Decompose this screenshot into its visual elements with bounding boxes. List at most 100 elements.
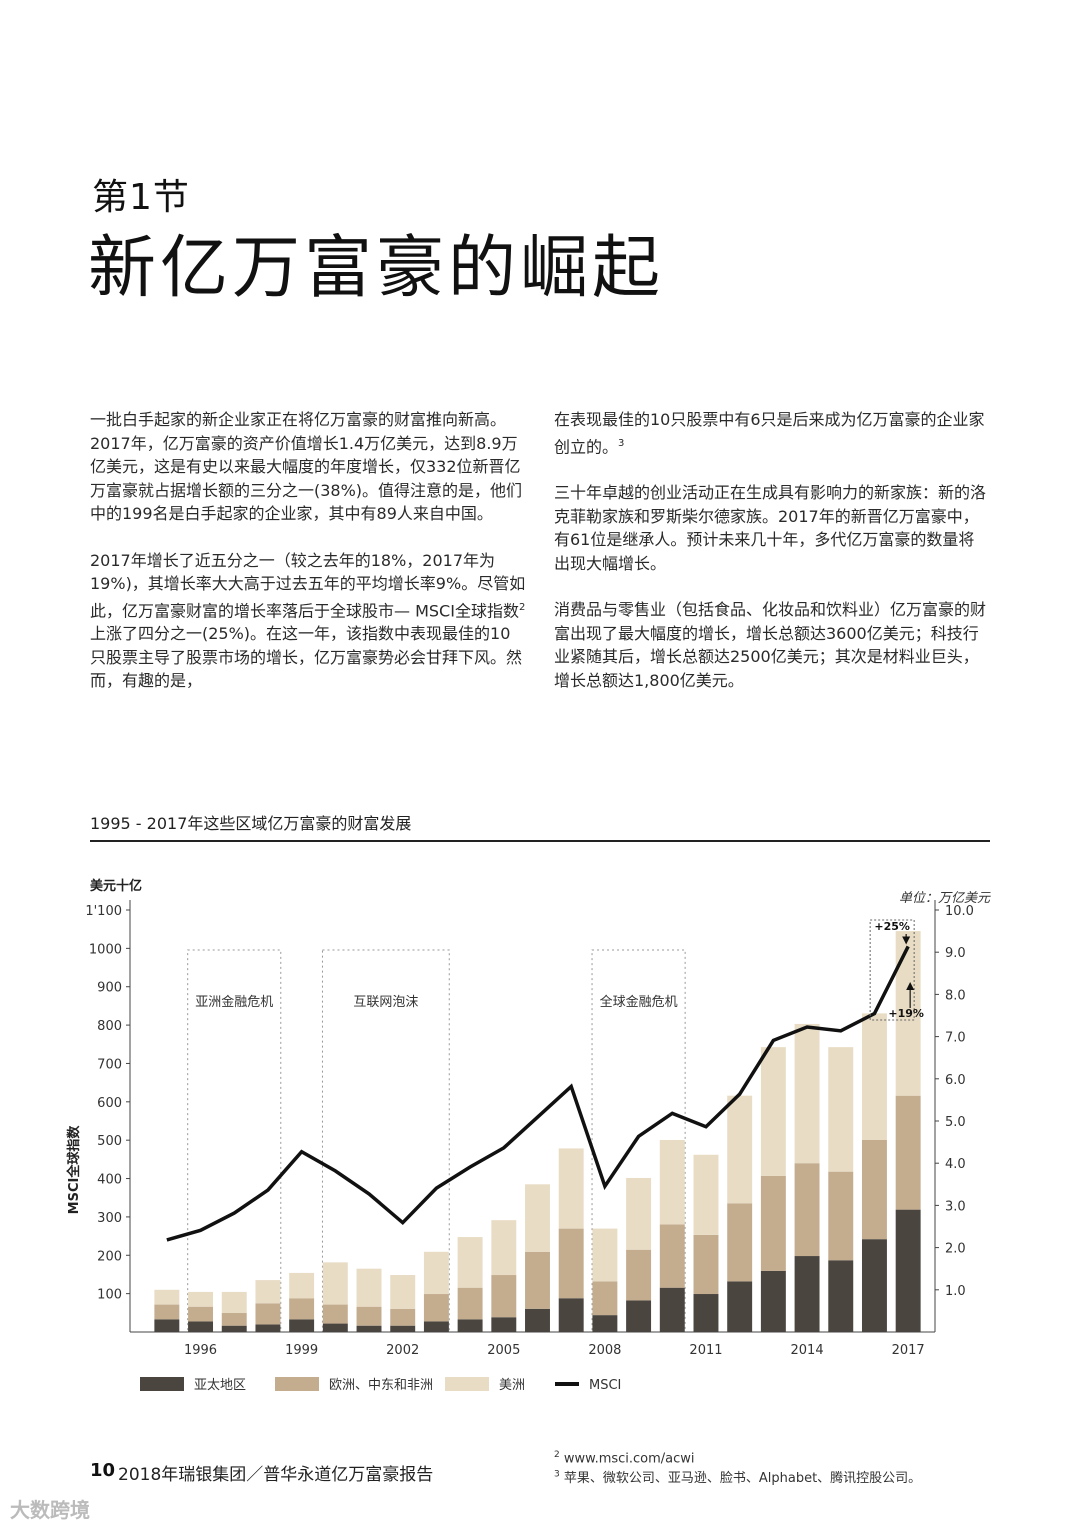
bar-segment	[525, 1308, 550, 1332]
left-tick-label: 100	[97, 1288, 122, 1303]
footnote-ref: 2	[518, 601, 526, 613]
legend-label: 亚太地区	[194, 1378, 246, 1393]
bar-segment	[390, 1275, 416, 1309]
x-tick-label: 2002	[386, 1343, 419, 1358]
paragraph-part: 2017年增长了近五分之一（较之去年的18%，2017年为19%)，其增长率大大…	[90, 550, 526, 620]
chart-divider	[90, 840, 990, 842]
right-tick-label: 3.0	[945, 1199, 966, 1214]
bar-segment	[491, 1220, 517, 1276]
bar-segment	[895, 931, 921, 1096]
bar-segment	[727, 1203, 753, 1282]
bar-segment	[221, 1291, 247, 1314]
right-tick-label: 10.0	[945, 904, 974, 919]
legend-label: 美洲	[499, 1378, 525, 1393]
bar-segment	[154, 1289, 180, 1305]
paragraph: 三十年卓越的创业活动正在生成具有影响力的新家族：新的洛克菲勒家族和罗斯柴尔德家族…	[554, 483, 987, 573]
bar-segment	[356, 1325, 382, 1332]
bar-segment	[659, 1224, 685, 1288]
bar-segment	[760, 1175, 786, 1271]
bar-segment	[693, 1234, 719, 1295]
left-tick-label: 1000	[89, 942, 122, 957]
right-tick-label: 7.0	[945, 1031, 966, 1046]
bar-segment	[423, 1251, 449, 1295]
bubble-label: 全球金融危机	[600, 994, 678, 1010]
footnote-text: 苹果、微软公司、亚马逊、脸书、Alphabet、腾讯控股公司。	[563, 1471, 922, 1486]
bar-segment	[289, 1272, 315, 1299]
bar-segment	[390, 1325, 416, 1332]
footnote-mark: 3	[554, 1469, 560, 1480]
bar-segment	[255, 1303, 281, 1325]
x-tick-label: 1996	[184, 1343, 217, 1358]
bar-segment	[423, 1321, 449, 1332]
bar-segment	[659, 1139, 685, 1225]
bar-segment	[794, 1163, 820, 1257]
bar-segment	[626, 1249, 652, 1301]
right-column: 在表现最佳的10只股票中有6只是后来成为亿万富豪的企业家创立的。3 三十年卓越的…	[554, 408, 990, 715]
left-tick-label: 400	[97, 1173, 122, 1188]
right-tick-label: 5.0	[945, 1115, 966, 1130]
right-tick-label: 2.0	[945, 1242, 966, 1257]
right-tick-label: 1.0	[945, 1284, 966, 1299]
bar-segment	[457, 1287, 483, 1320]
bar-segment	[727, 1095, 753, 1204]
x-tick-label: 2005	[487, 1343, 520, 1358]
bar-segment	[356, 1268, 382, 1307]
bar-segment	[828, 1171, 854, 1261]
section-label: 第1节	[92, 177, 190, 218]
legend-swatch	[445, 1377, 489, 1391]
bar-segment	[558, 1148, 584, 1229]
bar-segment	[861, 1139, 887, 1240]
bar-segment	[760, 1047, 786, 1176]
paragraph: 在表现最佳的10只股票中有6只是后来成为亿万富豪的企业家创立的。3	[554, 408, 990, 458]
legend-swatch	[275, 1377, 319, 1391]
bar-segment	[322, 1262, 348, 1305]
bar-segment	[861, 1239, 887, 1332]
chart-title: 1995 - 2017年这些区域亿万富豪的财富发展	[90, 814, 412, 833]
bar-segment	[693, 1294, 719, 1332]
bar-segment	[592, 1228, 618, 1282]
bar-segment	[457, 1319, 483, 1332]
bar-segment	[592, 1281, 618, 1316]
left-tick-label: 300	[97, 1211, 122, 1226]
legend-swatch	[555, 1382, 579, 1386]
bar-segment	[221, 1313, 247, 1326]
bar-segment	[558, 1228, 584, 1299]
bar-segment	[356, 1306, 382, 1326]
footnote-link[interactable]: www.msci.com/acwi	[563, 1451, 695, 1467]
right-tick-label: 4.0	[945, 1157, 966, 1172]
paragraph: 2017年增长了近五分之一（较之去年的18%，2017年为19%)，其增长率大大…	[90, 549, 526, 693]
bar-segment	[188, 1321, 214, 1332]
left-column: 一批白手起家的新企业家正在将亿万富豪的财富推向新高。2017年，亿万富豪的资产价…	[90, 408, 526, 716]
right-axis-title: 单位：万亿美元	[899, 890, 991, 906]
bar-segment	[794, 1256, 820, 1332]
wealth-chart: 美元十亿 单位：万亿美元 MSCI全球指数 亚洲金融危机 互联网泡沫 全球金融危机 …	[66, 878, 991, 1393]
left-tick-label: 800	[97, 1019, 122, 1034]
left-tick-label: 900	[97, 981, 122, 996]
bar-segment	[322, 1323, 348, 1332]
left-axis-label: MSCI全球指数	[66, 1125, 82, 1215]
legend-label: 欧洲、中东和非洲	[329, 1378, 433, 1393]
left-axis-title: 美元十亿	[90, 878, 142, 894]
bar-segment	[828, 1047, 854, 1172]
bar-segment	[188, 1291, 214, 1307]
bar-segment	[423, 1294, 449, 1322]
bar-segment	[659, 1287, 685, 1332]
bar-segment	[491, 1317, 517, 1332]
x-tick-label: 2017	[892, 1343, 925, 1358]
paragraph: 一批白手起家的新企业家正在将亿万富豪的财富推向新高。2017年，亿万富豪的资产价…	[90, 410, 523, 523]
bar-segment	[322, 1304, 348, 1324]
bar-segment	[255, 1280, 281, 1304]
watermark: 大数跨境	[10, 1498, 90, 1522]
msci-growth-label: +25%	[874, 920, 910, 933]
footnote-ref: 3	[618, 437, 625, 449]
bar-segment	[693, 1154, 719, 1235]
paragraph-part: 上涨了四分之一(25%)。在这一年，该指数中表现最佳的10只股票主导了股票市场的…	[90, 624, 523, 691]
bar-segment	[457, 1237, 483, 1288]
bar-segment	[895, 1209, 921, 1332]
footnote: 2 www.msci.com/acwi	[554, 1450, 695, 1466]
bar-segment	[289, 1298, 315, 1320]
bar-segment	[525, 1184, 550, 1252]
bar-segment	[626, 1177, 652, 1250]
x-tick-label: 1999	[285, 1343, 318, 1358]
report-title: 2018年瑞银集团／普华永道亿万富豪报告	[118, 1465, 434, 1485]
